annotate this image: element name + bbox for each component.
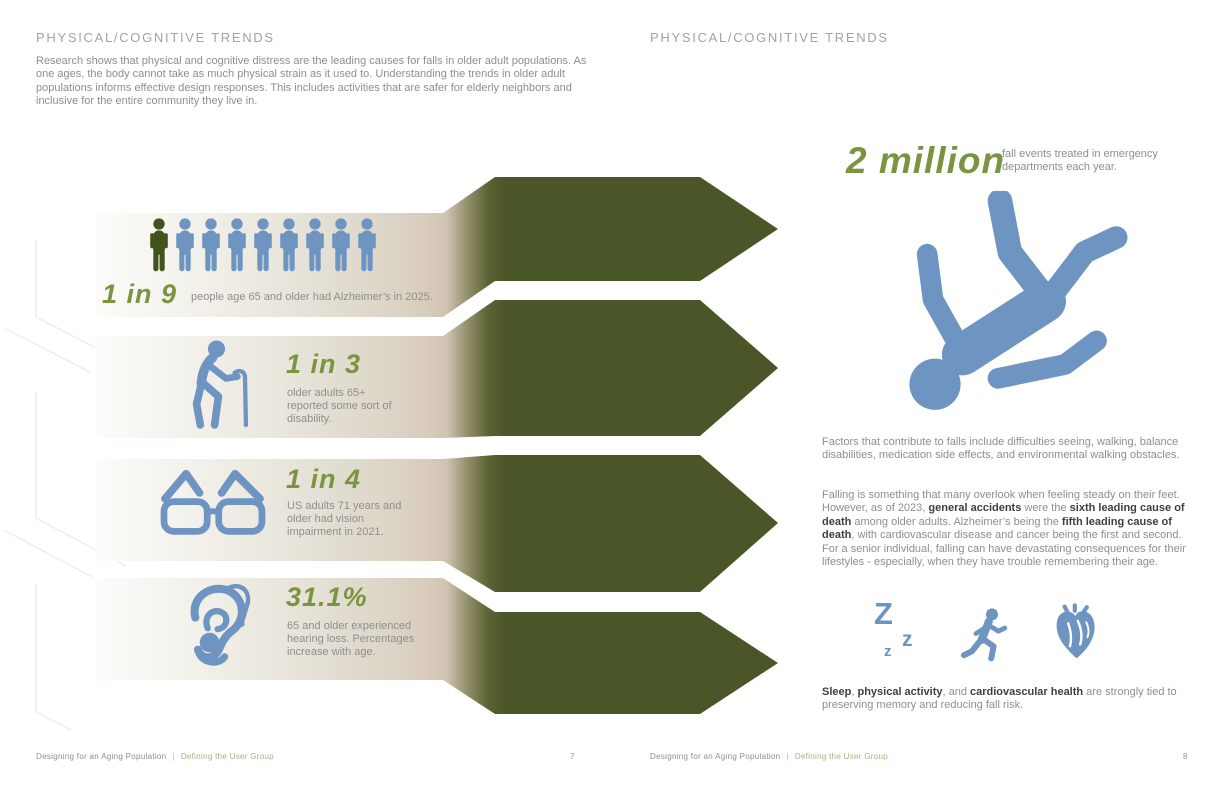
glasses-icon bbox=[160, 469, 266, 535]
left-page-title: PHYSICAL/COGNITIVE TRENDS bbox=[36, 30, 275, 45]
person-icon bbox=[358, 218, 376, 272]
sleep-zzz-icon: Z z z bbox=[874, 598, 938, 670]
person-icon bbox=[254, 218, 272, 272]
big-stat-desc: fall events treated in emergency departm… bbox=[1002, 148, 1158, 174]
stat-desc-hearing: 65 and older experienced hearing loss. P… bbox=[287, 620, 415, 659]
trend-ribbon-vision bbox=[95, 455, 778, 592]
footer-divider: | bbox=[172, 752, 175, 761]
right-footer: Designing for an Aging Population | Defini… bbox=[650, 752, 888, 761]
right-page-title: PHYSICAL/COGNITIVE TRENDS bbox=[650, 30, 889, 45]
stat-desc-disability: older adults 65+ reported some sort of d… bbox=[287, 387, 392, 426]
elder-cane-icon bbox=[192, 340, 249, 429]
sleep-z-medium: z bbox=[902, 628, 913, 651]
sleep-note: Sleep, physical activity, and cardiovasc… bbox=[822, 686, 1177, 712]
stat-value-alzheimers: 1 in 9 bbox=[102, 279, 178, 309]
heart-icon bbox=[1056, 603, 1095, 659]
trend-ribbon-disability bbox=[95, 300, 778, 438]
left-footer: Designing for an Aging Population | Defini… bbox=[36, 752, 274, 761]
trend-ribbon-hearing bbox=[95, 578, 778, 714]
person-icon bbox=[202, 218, 220, 272]
intro-paragraph: Research shows that physical and cogniti… bbox=[36, 55, 587, 108]
ghost-chevron-decor bbox=[3, 240, 127, 730]
running-person-icon bbox=[961, 608, 1008, 662]
sleep-z-large: Z bbox=[874, 596, 893, 631]
stat-value-hearing: 31.1% bbox=[286, 582, 368, 612]
stat-value-vision: 1 in 4 bbox=[286, 464, 362, 494]
falling-person-icon bbox=[909, 191, 1128, 410]
footer-doc-title: Designing for an Aging Population bbox=[36, 752, 167, 761]
factors-paragraph: Factors that contribute to falls include… bbox=[822, 436, 1180, 462]
people-row-icon bbox=[148, 216, 378, 276]
stat-desc-vision: US adults 71 years and older had vision … bbox=[287, 500, 402, 539]
footer-section: Defining the User Group bbox=[180, 752, 274, 761]
person-icon bbox=[306, 218, 324, 272]
ear-hearing-aid-icon bbox=[190, 584, 251, 666]
right-page-number: 8 bbox=[1183, 752, 1188, 761]
stat-value-disability: 1 in 3 bbox=[286, 349, 362, 379]
person-icon bbox=[150, 218, 168, 272]
person-icon bbox=[176, 218, 194, 272]
sleep-z-small: z bbox=[884, 643, 892, 660]
footer-doc-title: Designing for an Aging Population bbox=[650, 752, 781, 761]
falling-paragraph: Falling is something that many overlook … bbox=[822, 489, 1186, 569]
footer-divider: | bbox=[786, 752, 789, 761]
stat-desc-alzheimers: people age 65 and older had Alzheimer’s … bbox=[191, 291, 433, 303]
person-icon bbox=[332, 218, 350, 272]
person-icon bbox=[280, 218, 298, 272]
trend-ribbon-alzheimers bbox=[95, 177, 778, 317]
left-page-number: 7 bbox=[570, 752, 575, 761]
person-icon bbox=[228, 218, 246, 272]
trend-ribbons-graphic bbox=[3, 177, 778, 730]
big-stat-value: 2 million bbox=[846, 140, 1006, 181]
footer-section: Defining the User Group bbox=[794, 752, 888, 761]
